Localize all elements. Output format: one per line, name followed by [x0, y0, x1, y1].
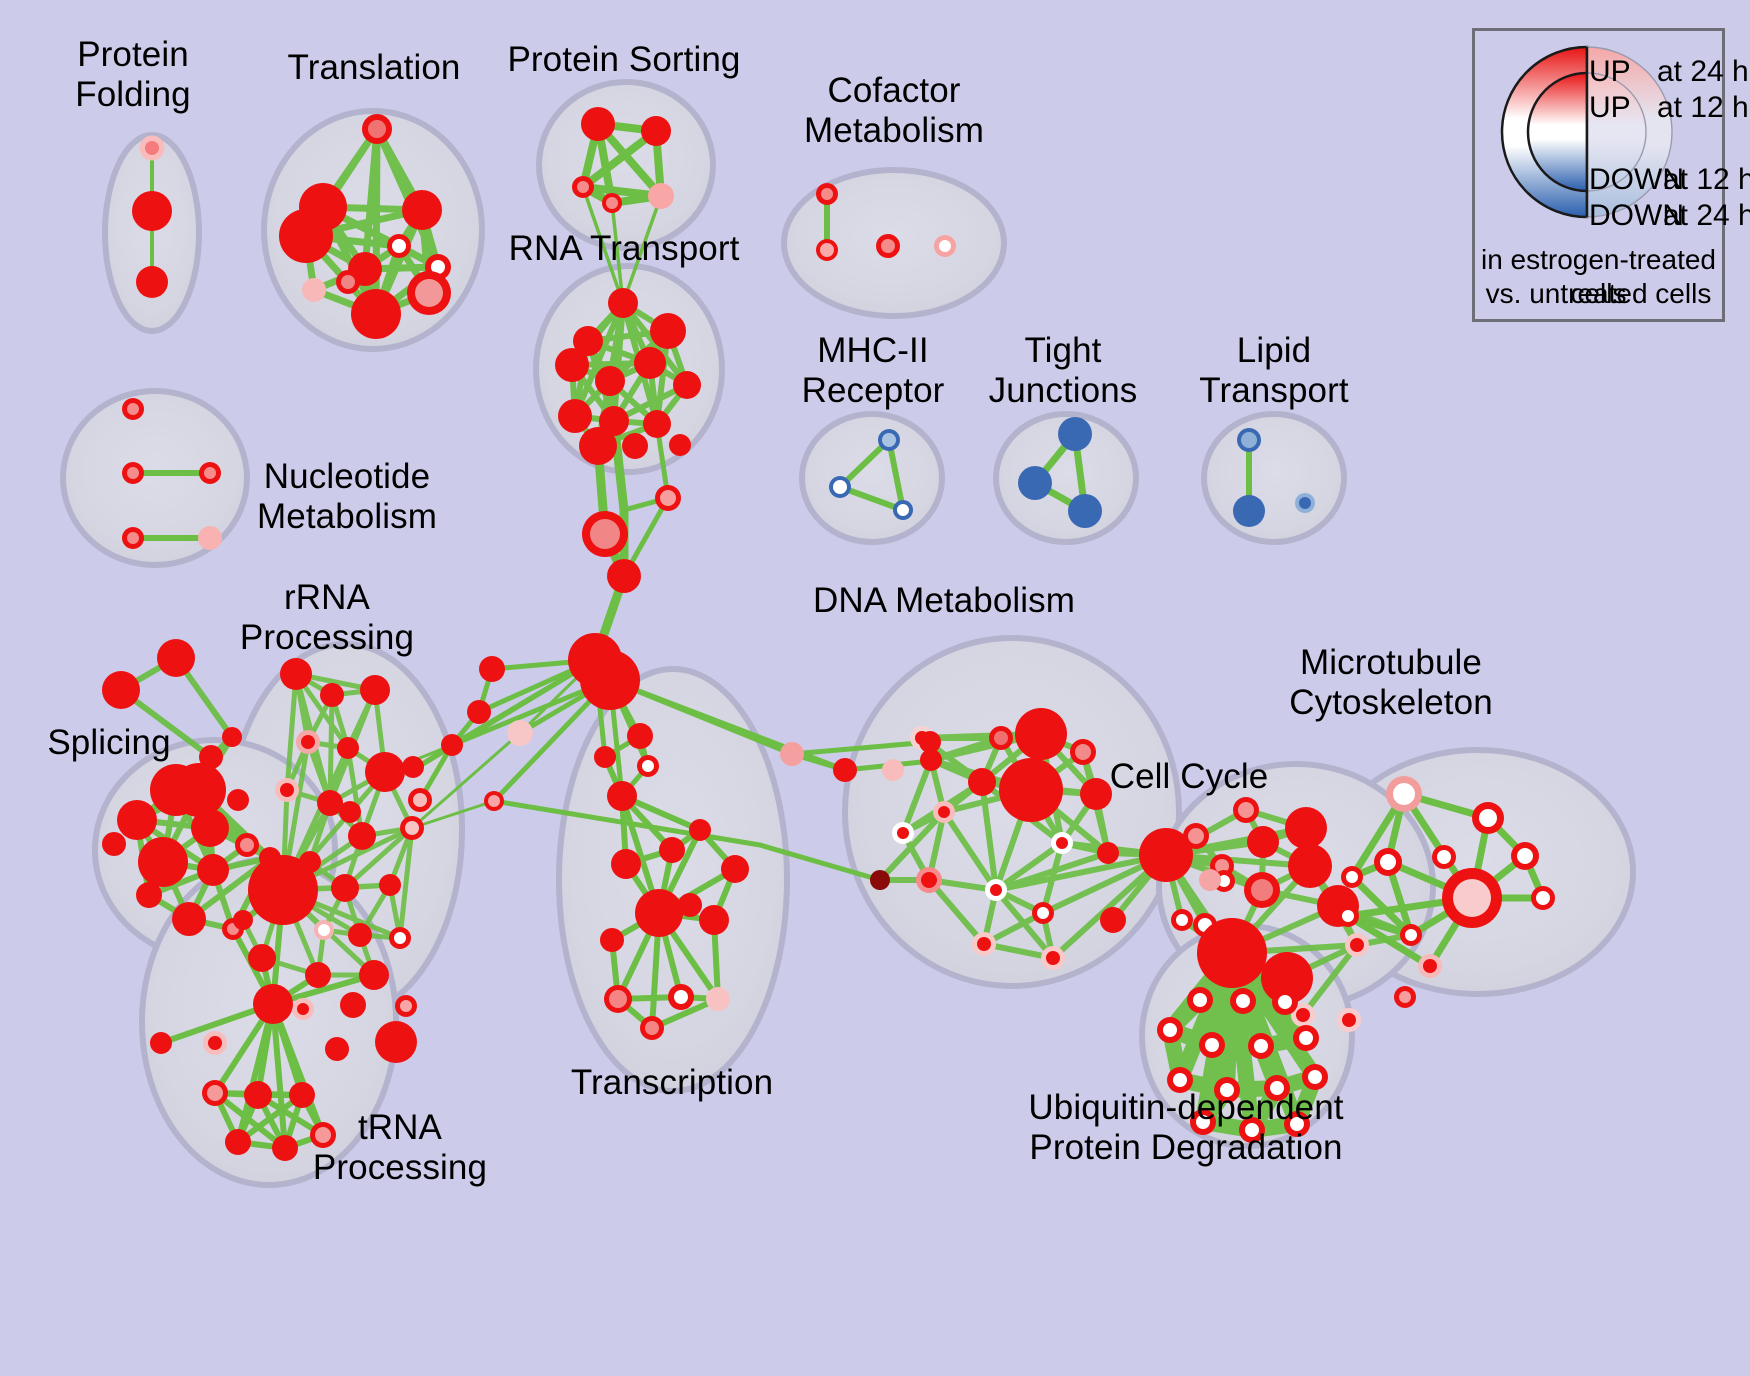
cluster-label-nucleotide-metabolism: Nucleotide Metabolism	[257, 457, 437, 536]
cluster-label-rna-transport: RNA Transport	[508, 229, 740, 268]
cluster-label-splicing: Splicing	[47, 723, 171, 762]
cluster-label-rrna-processing: rRNA Processing	[239, 578, 415, 657]
blob-nucleotide	[60, 388, 250, 568]
legend-time-up-24: at 24 hrs	[1657, 55, 1750, 88]
legend-time-down-12: at 12 hrs	[1663, 163, 1750, 196]
cluster-label-cell-cycle: Cell Cycle	[1109, 757, 1269, 796]
cluster-label-microtubule-cytoskeleton: Microtubule Cytoskeleton	[1289, 643, 1493, 722]
legend-state-up-12: UP	[1589, 91, 1631, 124]
legend-state-down-24: DOWN	[1589, 199, 1684, 232]
legend-state-up-24: UP	[1589, 55, 1631, 88]
cluster-label-protein-sorting: Protein Sorting	[507, 40, 741, 79]
legend-footer-line1: in estrogen-treated cells	[1480, 244, 1717, 309]
cluster-label-dna-metabolism: DNA Metabolism	[812, 581, 1076, 620]
legend-swatch	[1500, 45, 1673, 219]
cluster-label-ubiquitin-protein-degradation: Ubiquitin-dependent Protein Degradation	[1028, 1088, 1344, 1167]
cluster-label-cofactor-metabolism: Cofactor Metabolism	[804, 71, 984, 150]
legend-state-down-12: DOWN	[1589, 163, 1684, 196]
cluster-label-trna-processing: tRNA Processing	[312, 1108, 488, 1187]
cluster-label-lipid-transport: Lipid Transport	[1199, 331, 1349, 410]
cluster-label-protein-folding: Protein Folding	[75, 35, 191, 114]
legend-footer-line2: vs. untreated cells	[1485, 278, 1712, 309]
cluster-label-translation: Translation	[287, 48, 461, 87]
cluster-label-tight-junctions: Tight Junctions	[988, 331, 1138, 410]
legend-box: UP at 24 hrs UP at 12 hrs DOWN at 12 hrs…	[1472, 28, 1750, 322]
blob-lipid-transport	[1201, 411, 1347, 545]
blob-protein-sorting	[536, 79, 716, 251]
network-nodes	[102, 107, 1555, 1161]
blob-mhc	[799, 411, 945, 545]
legend-time-down-24: at 24 hrs	[1663, 199, 1750, 232]
cluster-label-transcription: Transcription	[570, 1063, 774, 1102]
legend-time-up-12: at 12 hrs	[1657, 91, 1750, 124]
cluster-label-mhc-ii-receptor: MHC-II Receptor	[801, 331, 945, 410]
